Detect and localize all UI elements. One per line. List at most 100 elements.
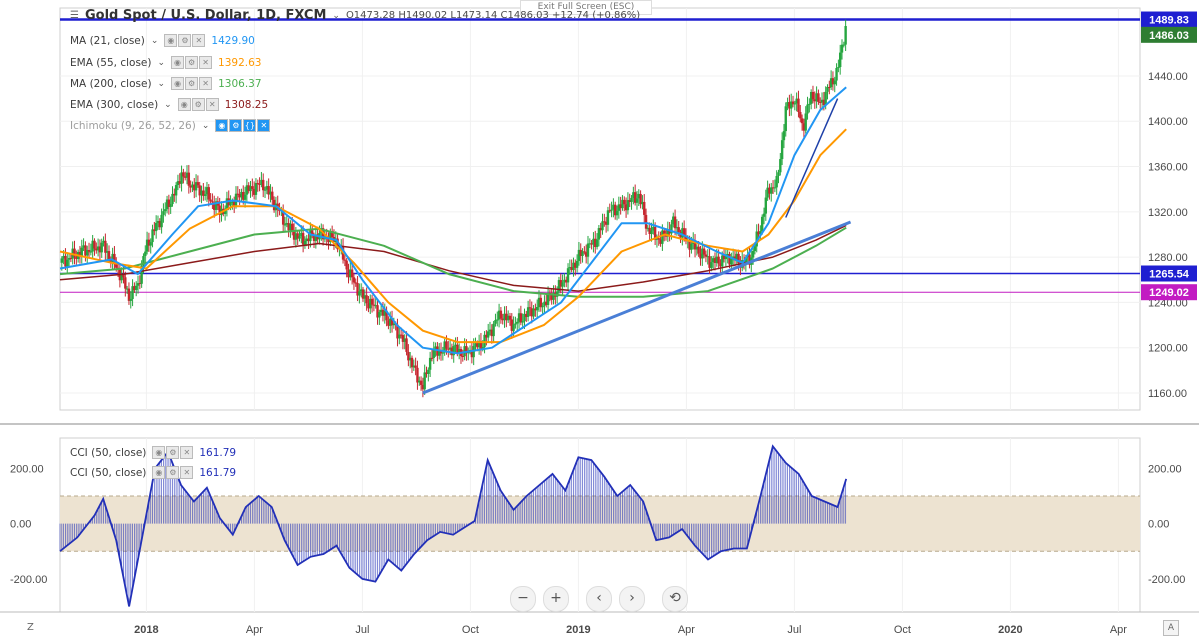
- eye-icon[interactable]: ◉: [171, 77, 185, 90]
- candle-body: [485, 334, 488, 338]
- corner-left-label[interactable]: Z: [27, 622, 34, 633]
- close-icon[interactable]: ✕: [199, 56, 213, 69]
- gear-icon[interactable]: ⚙: [185, 56, 199, 69]
- close-icon[interactable]: ✕: [180, 466, 194, 479]
- legend-cci-2[interactable]: CCI (50, close) ◉ ⚙ ✕ 161.79: [70, 466, 236, 479]
- eye-icon[interactable]: ◉: [152, 446, 166, 459]
- close-icon[interactable]: ✕: [192, 34, 206, 47]
- indicator-label: EMA (300, close): [70, 98, 159, 111]
- symbol-caret-icon[interactable]: ⌄: [332, 10, 340, 21]
- candle-body: [211, 201, 214, 203]
- candle-body: [530, 308, 533, 317]
- legend-ma200[interactable]: MA (200, close) ⌄ ◉ ⚙ ✕ 1306.37: [70, 77, 262, 90]
- chevron-down-icon[interactable]: ⌄: [157, 57, 166, 68]
- symbol-title[interactable]: Gold Spot / U.S. Dollar, 1D, FXCM: [84, 8, 327, 23]
- candle-body: [775, 175, 778, 188]
- legend-ma21[interactable]: MA (21, close) ⌄ ◉ ⚙ ✕ 1429.90: [70, 34, 255, 47]
- ema300-line[interactable]: [59, 224, 847, 292]
- chevron-down-icon[interactable]: ⌄: [150, 35, 159, 46]
- candle-body: [450, 347, 454, 356]
- eye-icon[interactable]: ◉: [164, 34, 178, 47]
- candle-body: [209, 199, 212, 202]
- candle-body: [474, 343, 477, 347]
- zoom-in-button[interactable]: +: [543, 586, 569, 612]
- eye-icon[interactable]: ◉: [171, 56, 185, 69]
- candle-body: [158, 221, 161, 228]
- candle-body: [614, 204, 617, 216]
- candle-body: [441, 352, 445, 354]
- close-icon[interactable]: ✕: [180, 446, 194, 459]
- scroll-left-button[interactable]: ‹: [586, 586, 612, 612]
- candle-body: [499, 310, 503, 319]
- code-icon[interactable]: {}: [243, 119, 257, 132]
- cci-tick-label-right: 0.00: [1148, 519, 1169, 531]
- candle-body: [737, 253, 740, 264]
- candle-body: [829, 78, 833, 88]
- candle-body: [427, 369, 430, 374]
- candle-body: [811, 91, 815, 100]
- candle-body: [751, 250, 755, 258]
- chevron-down-icon[interactable]: ⌄: [164, 99, 172, 110]
- close-icon[interactable]: ✕: [205, 98, 219, 111]
- candle-body: [307, 238, 310, 242]
- candle-body: [779, 159, 782, 173]
- gear-icon[interactable]: ⚙: [178, 34, 192, 47]
- candle-body: [294, 233, 298, 240]
- candle-body: [844, 25, 847, 45]
- candle-body: [262, 179, 265, 191]
- symbol-menu-icon[interactable]: ☰: [70, 10, 79, 21]
- candle-body: [735, 253, 738, 261]
- gear-icon[interactable]: ⚙: [229, 119, 243, 132]
- exit-fullscreen-button[interactable]: Exit Full Screen (ESC): [520, 0, 652, 15]
- candle-body: [813, 99, 816, 102]
- legend-cci-1[interactable]: CCI (50, close) ◉ ⚙ ✕ 161.79: [70, 446, 236, 459]
- close-icon[interactable]: ✕: [257, 119, 271, 132]
- candle-body: [516, 321, 519, 324]
- candle-body: [552, 292, 555, 300]
- gear-icon[interactable]: ⚙: [166, 446, 180, 459]
- candle-body: [105, 251, 109, 253]
- candle-body: [592, 238, 595, 245]
- candle-body: [652, 226, 655, 231]
- chevron-down-icon[interactable]: ⌄: [157, 78, 166, 89]
- candle-body: [305, 238, 308, 241]
- gear-icon[interactable]: ⚙: [191, 98, 205, 111]
- trendline[interactable]: [785, 98, 839, 218]
- candle-body: [828, 86, 831, 88]
- candle-body: [176, 181, 180, 186]
- zoom-out-button[interactable]: −: [510, 586, 536, 612]
- candle-body: [66, 259, 69, 267]
- candle-body: [327, 238, 330, 243]
- gear-icon[interactable]: ⚙: [166, 466, 180, 479]
- trendline[interactable]: [422, 220, 852, 395]
- legend-ichimoku[interactable]: Ichimoku (9, 26, 52, 26) ⌄ ◉ ⚙{} ✕: [70, 119, 271, 132]
- cci-line[interactable]: [59, 444, 848, 607]
- indicator-value: 1392.63: [218, 56, 262, 69]
- eye-icon[interactable]: ◉: [152, 466, 166, 479]
- price-pane[interactable]: [59, 7, 1141, 411]
- candle-body: [659, 239, 662, 244]
- candle-body: [86, 250, 89, 256]
- candle-body: [187, 172, 191, 186]
- reset-chart-button[interactable]: ⟲: [662, 586, 688, 612]
- eye-icon[interactable]: ◉: [215, 119, 229, 132]
- candle-body: [367, 303, 370, 309]
- legend-ema55[interactable]: EMA (55, close) ⌄ ◉ ⚙ ✕ 1392.63: [70, 56, 261, 69]
- candle-body: [519, 313, 523, 323]
- candle-body: [87, 250, 91, 252]
- ma21-line[interactable]: [59, 86, 847, 355]
- scroll-right-button[interactable]: ›: [619, 586, 645, 612]
- price-tick-label: 1200.00: [1148, 343, 1188, 355]
- candle-body: [309, 230, 312, 242]
- gear-icon[interactable]: ⚙: [185, 77, 199, 90]
- x-tick-label: Apr: [1110, 624, 1127, 636]
- candle-body: [182, 172, 185, 177]
- ma200-line[interactable]: [59, 226, 847, 298]
- eye-icon[interactable]: ◉: [177, 98, 191, 111]
- close-icon[interactable]: ✕: [199, 77, 213, 90]
- legend-ema300[interactable]: EMA (300, close) ⌄ ◉ ⚙ ✕ 1308.25: [70, 98, 268, 111]
- chevron-down-icon[interactable]: ⌄: [201, 120, 210, 131]
- candle-body: [599, 228, 602, 231]
- auto-scale-toggle[interactable]: A: [1163, 620, 1179, 636]
